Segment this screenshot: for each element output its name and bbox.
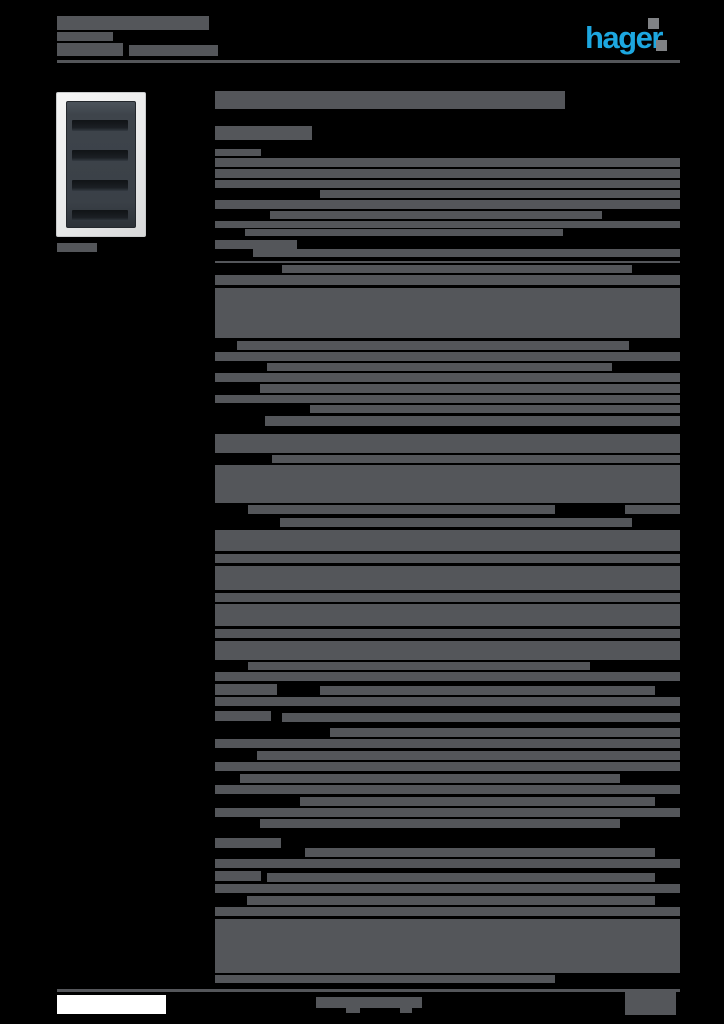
footer-center-text-bar xyxy=(316,997,422,1008)
redacted-text-bar xyxy=(215,629,680,638)
footer-center-descender xyxy=(346,1008,360,1013)
redacted-text-bar xyxy=(215,373,680,382)
redacted-text-bar xyxy=(245,229,563,236)
section-header-bar xyxy=(215,838,281,848)
product-image xyxy=(56,92,146,237)
header-rule xyxy=(57,60,680,63)
redacted-text-bar xyxy=(260,819,620,828)
paragraph-block xyxy=(215,288,680,338)
redacted-text-bar xyxy=(267,873,655,882)
paragraph-block xyxy=(215,919,680,973)
redacted-text-bar xyxy=(215,200,680,209)
hager-logo: hager xyxy=(585,18,667,55)
redacted-text-bar xyxy=(260,384,680,393)
image-caption-bar xyxy=(57,243,97,252)
redacted-text-bar xyxy=(248,505,555,514)
product-image-slot xyxy=(72,120,128,131)
paragraph-block xyxy=(215,604,680,626)
redacted-text-bar xyxy=(330,728,680,737)
redacted-text-bar xyxy=(215,672,680,681)
redacted-text-bar xyxy=(215,149,261,156)
redacted-text-bar xyxy=(215,871,261,881)
header-line-4 xyxy=(129,45,218,56)
redacted-text-bar xyxy=(215,697,680,706)
redacted-text-bar xyxy=(215,240,297,249)
redacted-text-bar xyxy=(215,593,680,602)
redacted-text-bar xyxy=(237,341,629,350)
product-image-door xyxy=(66,101,136,228)
value-bar xyxy=(657,405,680,413)
redacted-text-bar xyxy=(215,169,680,178)
redacted-text-bar xyxy=(215,762,680,771)
redacted-text-bar xyxy=(267,363,612,371)
redacted-text-bar xyxy=(280,518,632,527)
redacted-text-bar xyxy=(282,713,680,722)
redacted-text-bar xyxy=(320,686,655,695)
redacted-text-bar xyxy=(300,797,655,806)
redacted-text-bar xyxy=(215,395,680,403)
redacted-text-bar xyxy=(272,455,680,463)
header-line-1 xyxy=(57,16,209,30)
redacted-text-bar xyxy=(215,859,680,868)
logo-gray-square-icon xyxy=(656,40,667,51)
redacted-text-bar xyxy=(305,848,655,857)
redacted-text-bar xyxy=(215,884,680,893)
footer-right-block xyxy=(625,990,676,1015)
redacted-text-bar xyxy=(310,405,657,413)
redacted-text-bar xyxy=(215,275,680,285)
value-bar xyxy=(625,505,680,514)
footer-white-box xyxy=(57,995,166,1014)
redacted-text-bar xyxy=(320,190,680,198)
paragraph-block xyxy=(215,434,680,453)
redacted-text-bar xyxy=(248,662,590,670)
redacted-text-bar xyxy=(215,711,271,721)
redacted-text-bar xyxy=(215,739,680,748)
redacted-text-bar xyxy=(215,352,680,361)
footer-center-descender xyxy=(400,1008,412,1013)
redacted-text-bar xyxy=(215,975,555,983)
product-title-bar xyxy=(215,91,565,109)
redacted-text-bar xyxy=(215,785,680,794)
redacted-text-bar xyxy=(215,221,680,228)
product-subtitle-bar xyxy=(215,126,312,140)
redacted-text-bar xyxy=(215,180,680,188)
redacted-text-bar xyxy=(215,907,680,916)
redacted-text-bar xyxy=(265,416,680,426)
product-image-slot xyxy=(72,150,128,161)
header-line-2 xyxy=(57,32,113,41)
section-rule xyxy=(215,261,680,263)
paragraph-block xyxy=(215,530,680,551)
redacted-text-bar xyxy=(247,896,655,905)
paragraph-block xyxy=(215,465,680,503)
redacted-text-bar xyxy=(215,554,680,563)
redacted-text-bar xyxy=(240,774,620,783)
redacted-text-bar xyxy=(282,265,632,273)
section-header-bar xyxy=(215,684,277,695)
product-image-slot xyxy=(72,210,128,221)
redacted-text-bar xyxy=(215,808,680,817)
footer-rule xyxy=(57,989,680,992)
logo-gray-square-icon xyxy=(648,18,659,29)
redacted-text-bar xyxy=(270,211,602,219)
redacted-text-bar xyxy=(215,158,680,167)
paragraph-block xyxy=(215,566,680,590)
redacted-text-bar xyxy=(257,751,680,760)
product-image-slot xyxy=(72,180,128,191)
redacted-text-bar xyxy=(253,249,680,257)
header-line-3 xyxy=(57,43,123,56)
paragraph-block xyxy=(215,641,680,660)
